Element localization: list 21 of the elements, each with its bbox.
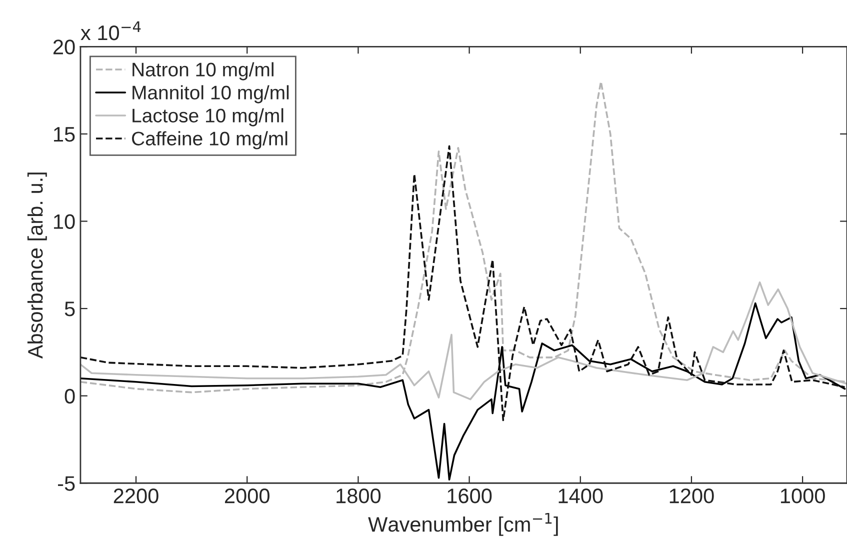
line-series xyxy=(80,302,846,481)
y-axis-title: Absorbance [arb. u.] xyxy=(27,172,47,359)
legend-label: Lactose 10 mg/ml xyxy=(132,108,284,126)
y-tick-label: 10 xyxy=(54,214,75,229)
legend-label: Mannitol 10 mg/ml xyxy=(132,85,289,104)
y-tick-label: 20 xyxy=(53,40,75,54)
y-tick-label: 5 xyxy=(64,302,75,316)
x-axis-title: Wavenumber [cm$^{−1}$] xyxy=(368,512,558,536)
x-tick-label: 2200 xyxy=(114,488,158,504)
y-tick-label: -5 xyxy=(58,476,75,491)
text: x 10$^{−4}$ xyxy=(80,21,141,40)
y-tick-label: 0 xyxy=(64,388,75,404)
x-tick-label: 1800 xyxy=(336,488,381,504)
x-tick-label: 1000 xyxy=(780,488,825,504)
legend-label: Natron 10 mg/ml xyxy=(132,62,274,80)
x-tick-label: 1400 xyxy=(558,488,603,504)
x-tick-label: 1600 xyxy=(448,488,492,504)
legend-label: Caffeine 10 mg/ml xyxy=(132,131,288,150)
x-tick-label: 1200 xyxy=(670,488,714,504)
y-tick-label: 15 xyxy=(54,127,75,142)
x-tick-label: 2000 xyxy=(224,488,270,504)
